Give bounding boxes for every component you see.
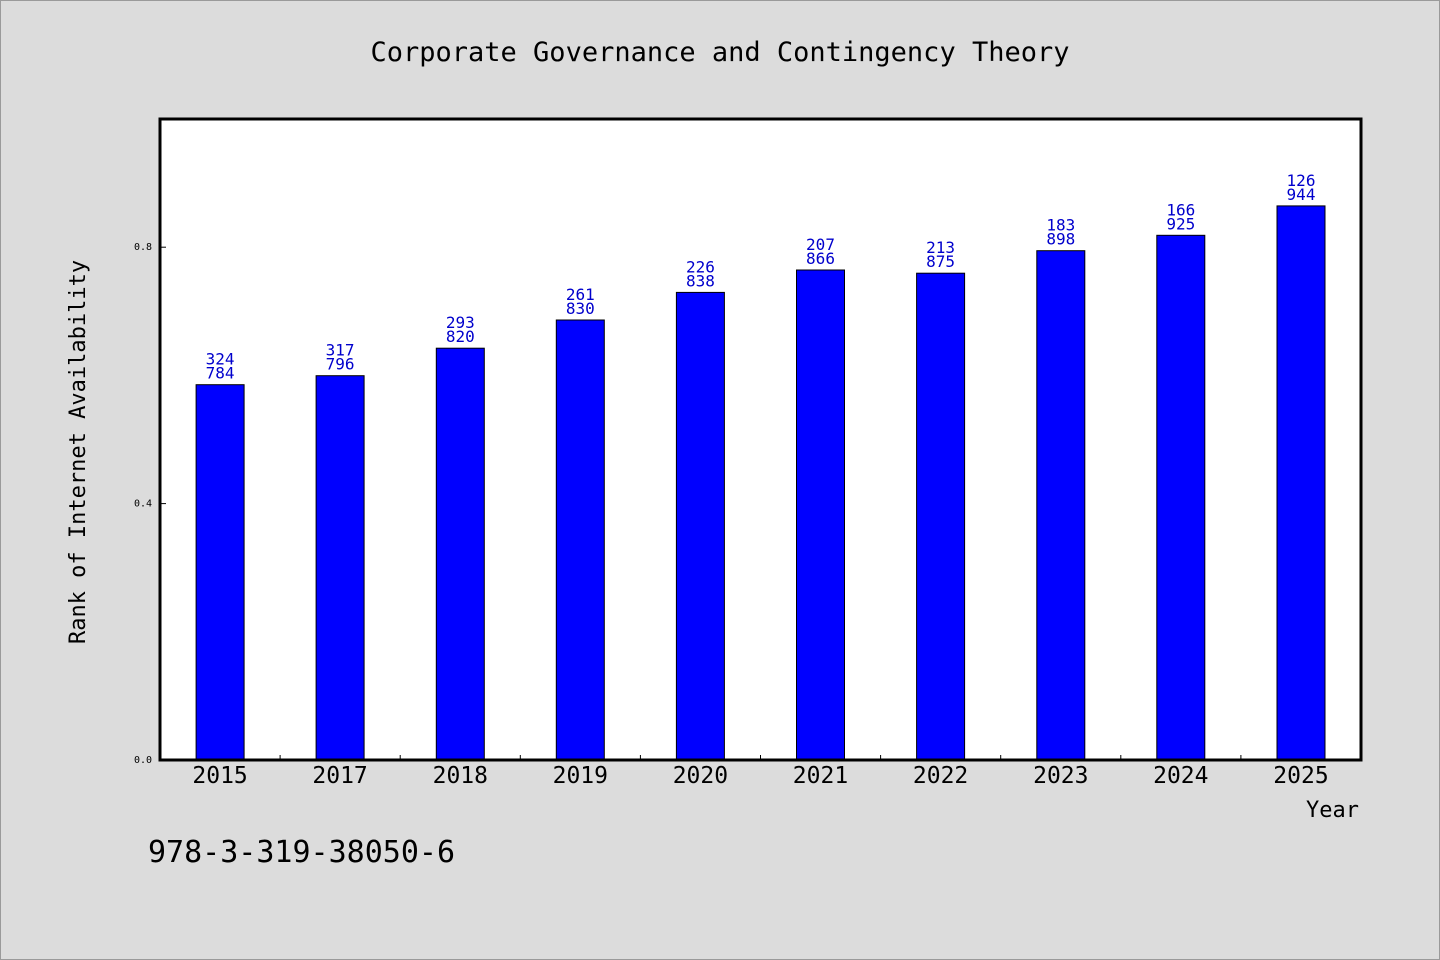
y-tick-label: 0.4 xyxy=(134,499,152,510)
bar-2020 xyxy=(675,291,725,761)
bar-2024 xyxy=(1156,234,1206,761)
bar-2025 xyxy=(1276,205,1326,761)
bar-2018 xyxy=(435,347,485,761)
x-tick-label-2019: 2019 xyxy=(553,763,608,789)
data-label-2025-line2: 944 xyxy=(1287,185,1316,204)
x-tick-label-2020: 2020 xyxy=(673,763,728,789)
data-label-2021-line2: 866 xyxy=(806,249,835,268)
data-label-2015-line1: 324 xyxy=(206,350,235,369)
data-label-2021-line1: 207 xyxy=(806,235,835,254)
data-label-2020-line2: 838 xyxy=(686,271,715,290)
y-tick-label: 0.8 xyxy=(134,242,152,253)
chart-title: Corporate Governance and Contingency The… xyxy=(371,37,1070,68)
data-label-2023-line2: 898 xyxy=(1046,230,1075,249)
data-labels-group: 3247843177962938202618302268382078662138… xyxy=(206,171,1316,383)
data-label-2022-line2: 875 xyxy=(926,252,955,271)
data-label-2025-line1: 126 xyxy=(1287,171,1316,190)
data-label-2018-line1: 293 xyxy=(446,313,475,332)
x-tick-label-2024: 2024 xyxy=(1153,763,1208,789)
isbn-footnote: 978-3-319-38050-6 xyxy=(148,835,455,870)
x-axis-label: Year xyxy=(1306,798,1359,823)
data-label-2023-line1: 183 xyxy=(1046,216,1075,235)
bars-group xyxy=(195,205,1326,761)
y-axis-label: Rank of Internet Availability xyxy=(66,260,91,644)
plot-border xyxy=(158,117,1363,762)
x-tick-label-2015: 2015 xyxy=(192,763,247,789)
data-label-2024-line1: 166 xyxy=(1166,200,1195,219)
data-label-2017-line2: 796 xyxy=(326,355,355,374)
data-label-2024-line2: 925 xyxy=(1166,214,1195,233)
x-tick-label-2021: 2021 xyxy=(793,763,848,789)
data-label-2015-line2: 784 xyxy=(206,364,235,383)
x-tick-label-2022: 2022 xyxy=(913,763,968,789)
x-axis-ticks: 2015 2017 2018 2019 2020 2021 2022 2023 2024 2025 xyxy=(192,755,1329,789)
data-label-2017-line1: 317 xyxy=(326,341,355,360)
bar-2021 xyxy=(796,269,845,761)
data-label-2022-line1: 213 xyxy=(926,238,955,257)
x-tick-label-2023: 2023 xyxy=(1033,763,1088,789)
bar-2023 xyxy=(1036,250,1086,761)
x-tick-label-2018: 2018 xyxy=(433,763,488,789)
bar-2015 xyxy=(195,384,245,761)
x-tick-label-2017: 2017 xyxy=(312,763,367,789)
data-label-2019-line1: 261 xyxy=(566,285,595,304)
y-tick-label: 0.0 xyxy=(134,755,152,766)
bar-2019 xyxy=(555,319,605,761)
data-label-2019-line2: 830 xyxy=(566,299,595,318)
x-tick-label-2025: 2025 xyxy=(1273,763,1328,789)
data-label-2020-line1: 226 xyxy=(686,257,715,276)
bar-2017 xyxy=(315,375,365,761)
data-label-2018-line2: 820 xyxy=(446,327,475,346)
bar-2022 xyxy=(916,272,966,761)
